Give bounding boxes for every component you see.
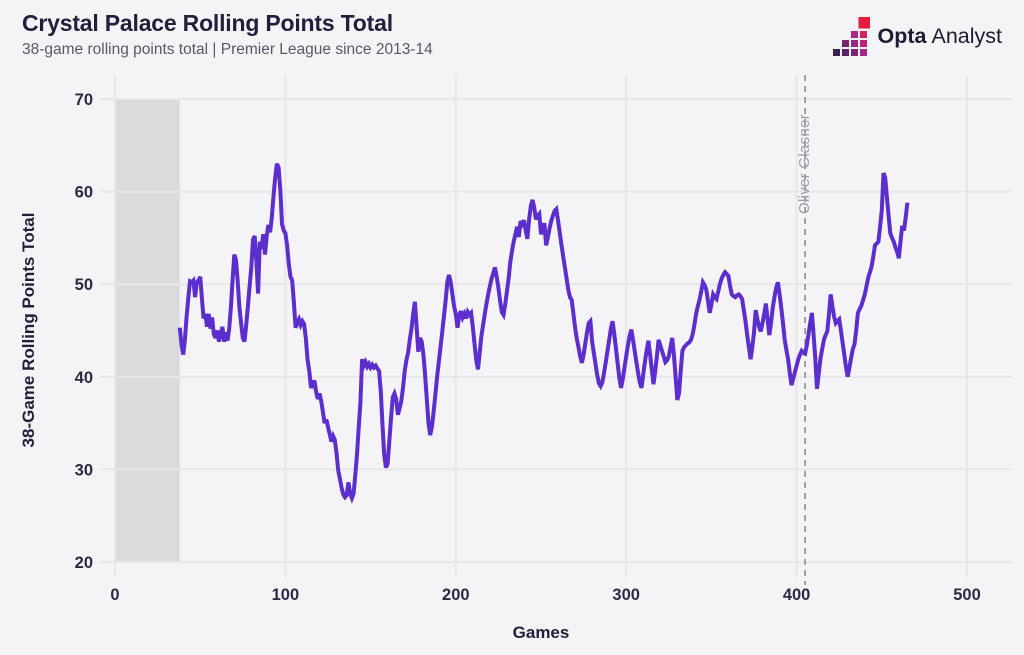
logo-brand-regular: Analyst bbox=[931, 24, 1002, 48]
annotation-label-oliver-glasner: Oliver Glasner bbox=[796, 114, 813, 214]
y-tick-label: 30 bbox=[75, 461, 93, 479]
x-tick-label: 0 bbox=[110, 586, 119, 604]
y-tick-label: 50 bbox=[75, 276, 93, 294]
rolling-points-line-series bbox=[177, 162, 910, 504]
logo-text: Opta Analyst bbox=[878, 24, 1003, 49]
opta-pixel-stairs-icon bbox=[832, 17, 870, 56]
logo-brand-bold: Opta bbox=[877, 24, 927, 48]
y-tick-label: 40 bbox=[75, 369, 93, 387]
x-tick-label: 400 bbox=[783, 586, 811, 604]
x-tick-label: 200 bbox=[442, 586, 470, 604]
x-axis-title: Games bbox=[513, 623, 570, 642]
gridlines bbox=[100, 75, 1012, 577]
x-tick-label: 500 bbox=[953, 586, 981, 604]
y-tick-label: 60 bbox=[75, 184, 93, 202]
chart-header: Crystal Palace Rolling Points Total 38-g… bbox=[22, 10, 433, 59]
opta-analyst-logo: Opta Analyst bbox=[832, 16, 1003, 57]
x-tick-label: 300 bbox=[612, 586, 640, 604]
page-title: Crystal Palace Rolling Points Total bbox=[22, 10, 393, 36]
x-tick-label: 100 bbox=[272, 586, 300, 604]
incomplete-window-shaded-band bbox=[115, 99, 180, 562]
tick-labels: 0 100 200 300 400 500 20 30 40 50 60 70 bbox=[75, 91, 981, 604]
y-tick-label: 70 bbox=[75, 91, 93, 109]
page-subtitle: 38-game rolling points total | Premier L… bbox=[22, 41, 433, 58]
y-tick-label: 20 bbox=[75, 554, 93, 572]
y-axis-title: 38-Game Rolling Points Total bbox=[19, 213, 38, 448]
